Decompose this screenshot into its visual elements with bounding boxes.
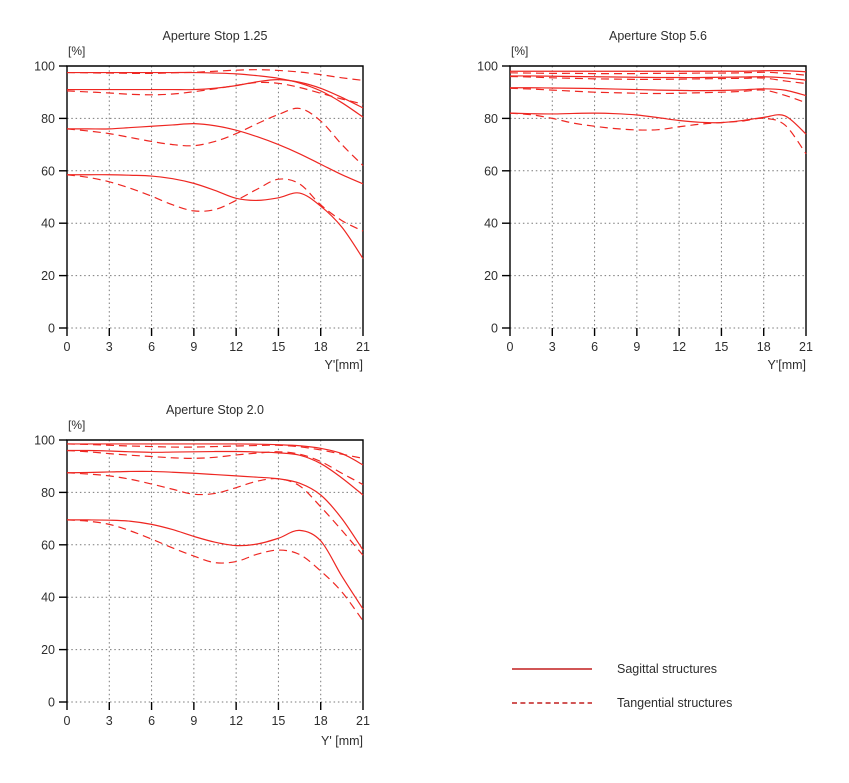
x-tick-label: 21 [356,340,370,354]
x-tick-label: 6 [148,340,155,354]
plot-area: 0 20 40 60 80 100 0 3 6 9 12 15 18 21 [34,434,370,729]
y-tick-label: 0 [48,322,55,336]
axis-frame [66,65,364,328]
axis-frame [66,439,364,702]
curve-tangential-1 [66,69,364,82]
curve-tangential-1 [66,443,364,459]
x-tick-label: 9 [633,340,640,354]
x-tick-label: 9 [190,340,197,354]
legend-label-tangential: Tangential structures [617,696,732,710]
curve-sagittal-4 [66,174,364,259]
x-tick-label: 15 [271,340,285,354]
x-tick-label: 21 [356,714,370,728]
curve-sagittal-4 [509,112,807,135]
x-axis-label: Y'[mm] [325,358,364,372]
axis-frame [509,65,807,328]
x-tick-label: 0 [64,340,71,354]
x-tick-label: 3 [549,340,556,354]
curve-sagittal-2 [509,75,807,81]
x-tick-label: 6 [148,714,155,728]
x-tick-label: 12 [672,340,686,354]
y-axis-unit-label: [%] [68,418,85,432]
x-tick-label: 6 [591,340,598,354]
chart-title: Aperture Stop 1.25 [163,29,268,43]
y-tick-label: 20 [41,269,55,283]
y-tick-label: 100 [477,60,498,74]
curve-sagittal-4 [66,519,364,610]
x-tick-label: 9 [190,714,197,728]
x-tick-label: 15 [271,714,285,728]
curve-tangential-2 [509,75,807,85]
x-axis-label: Y' [mm] [321,734,363,748]
curve-tangential-1 [509,71,807,76]
curve-tangential-3 [509,87,807,104]
curve-tangential-4 [66,519,364,622]
y-tick-label: 80 [41,112,55,126]
curve-sagittal-2 [66,449,364,496]
y-tick-label: 100 [34,434,55,448]
x-tick-label: 18 [757,340,771,354]
plot-area: 0 20 40 60 80 100 0 3 6 9 12 15 18 21 [477,60,813,355]
curve-tangential-2 [66,449,364,486]
curve-tangential-4 [509,112,807,155]
y-tick-label: 0 [48,696,55,710]
y-tick-label: 0 [491,322,498,336]
curve-sagittal-3 [66,123,364,185]
y-axis-unit-label: [%] [68,44,85,58]
x-tick-label: 3 [106,714,113,728]
curve-sagittal-1 [510,70,807,73]
curve-tangential-2 [66,81,364,105]
y-tick-label: 100 [34,60,55,74]
y-tick-label: 80 [41,486,55,500]
y-tick-label: 60 [41,164,55,178]
chart-aperture-2-0: Aperture Stop 2.0 [%] 0 20 40 60 80 100 0 3 6 9 12… [0,374,400,761]
legend-label-sagittal: Sagittal structures [617,662,717,676]
y-tick-label: 20 [484,269,498,283]
y-axis-unit-label: [%] [511,44,528,58]
curve-tangential-3 [66,107,364,166]
y-tick-label: 40 [484,217,498,231]
x-tick-label: 12 [229,714,243,728]
y-tick-label: 60 [41,538,55,552]
mtf-chart-f1-25: Aperture Stop 1.25 [%] 0 20 40 60 80 100 0 3 6 9 1… [34,29,370,372]
y-tick-label: 20 [41,643,55,657]
legend-graphic: Sagittal structures Tangential structure… [512,662,732,710]
chart-title: Aperture Stop 5.6 [609,29,707,43]
y-tick-label: 60 [484,164,498,178]
x-tick-label: 18 [314,340,328,354]
plot-area: 0 20 40 60 80 100 0 3 6 9 12 15 18 21 [34,60,370,355]
x-tick-label: 18 [314,714,328,728]
x-tick-label: 15 [714,340,728,354]
y-tick-label: 40 [41,217,55,231]
curve-sagittal-1 [67,443,364,466]
x-tick-label: 3 [106,340,113,354]
x-tick-label: 0 [507,340,514,354]
curve-sagittal-1 [66,71,364,118]
curve-sagittal-2 [67,79,364,109]
x-tick-label: 12 [229,340,243,354]
chart-aperture-5-6: Aperture Stop 5.6 [%] 0 20 40 60 80 100 0 3 6 9 12… [443,0,843,383]
y-tick-label: 80 [484,112,498,126]
curve-tangential-4 [66,174,364,232]
curve-tangential-3 [66,472,364,556]
x-tick-label: 0 [64,714,71,728]
x-tick-label: 21 [799,340,813,354]
legend: Sagittal structures Tangential structure… [500,645,830,730]
y-tick-label: 40 [41,591,55,605]
curve-sagittal-3 [66,470,364,551]
chart-title: Aperture Stop 2.0 [166,403,264,417]
chart-aperture-1-25: Aperture Stop 1.25 [%] 0 20 40 60 80 100 0 3 6 9 1… [0,0,400,383]
curve-sagittal-3 [509,87,807,97]
mtf-chart-f2-0: Aperture Stop 2.0 [%] 0 20 40 60 80 100 0 3 6 9 12… [34,403,370,748]
x-axis-label: Y'[mm] [768,358,807,372]
mtf-chart-f5-6: Aperture Stop 5.6 [%] 0 20 40 60 80 100 0 3 6 9 12… [477,29,813,372]
